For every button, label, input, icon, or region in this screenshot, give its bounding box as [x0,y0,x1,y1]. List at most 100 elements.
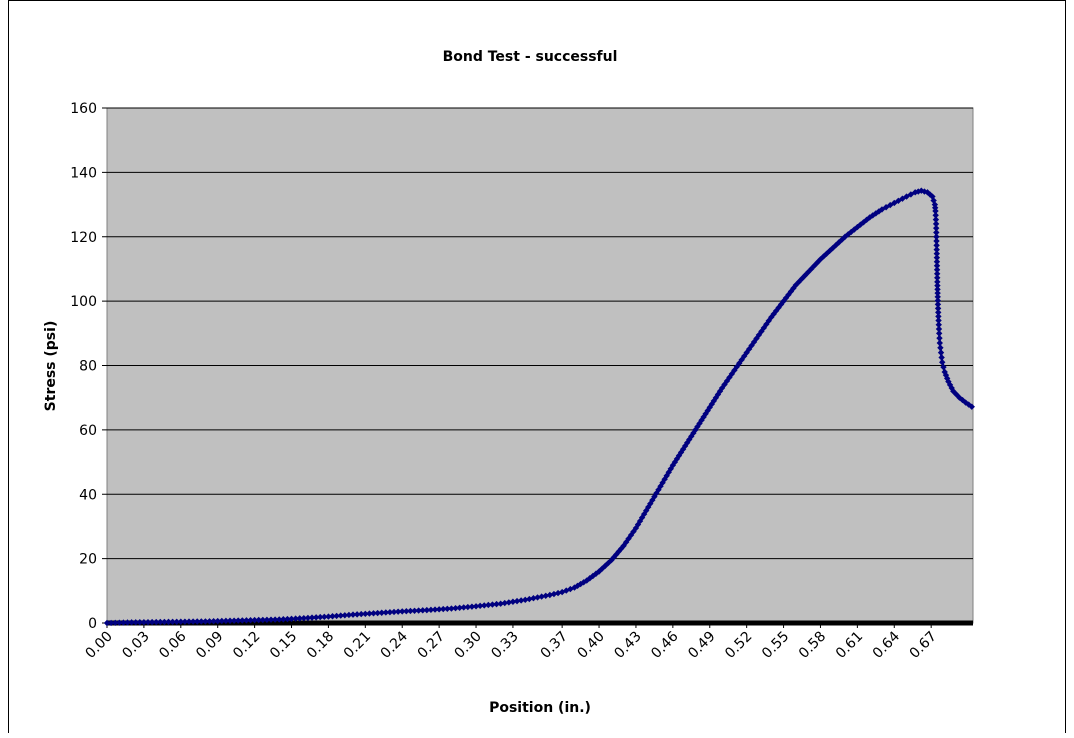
x-tick-label: 0.24 [378,628,411,661]
data-point [526,595,533,603]
data-point [513,597,521,605]
data-point [875,208,883,215]
x-tick-label: 0.03 [119,629,152,662]
data-point [259,616,267,624]
data-point [157,618,164,626]
data-point [586,575,594,582]
data-point [177,618,185,625]
data-point [341,612,349,619]
data-point [932,212,939,219]
data-point [263,616,271,623]
data-point [688,433,695,440]
data-point [583,577,590,584]
data-point [937,349,945,356]
data-point [427,606,435,614]
data-point [493,600,500,608]
data-point [932,216,940,223]
data-point [790,285,797,292]
y-tick-label: 120 [70,230,97,246]
data-point [932,207,939,215]
data-point [185,618,193,625]
data-point [651,493,658,500]
data-point [937,344,944,351]
data-point [558,588,566,596]
data-point [509,598,517,605]
data-point [243,617,250,624]
x-tick-label: 0.09 [193,629,226,662]
data-point [915,188,922,195]
data-point [851,226,858,233]
data-point [481,602,488,609]
data-point [317,613,324,621]
data-point [934,286,941,293]
data-point [934,289,941,297]
data-point [271,616,279,623]
x-tick-label: 0.15 [267,629,300,662]
data-point [640,510,648,518]
data-point [745,345,753,353]
data-point [938,354,945,361]
data-point [235,617,242,624]
data-point [267,616,275,623]
data-point [505,599,513,606]
data-point [948,384,955,392]
data-point [456,604,463,611]
data-point [748,342,755,349]
data-point [403,607,410,615]
data-point [721,381,728,388]
data-point [255,616,262,624]
data-point [489,601,496,608]
data-point [702,410,709,417]
data-point [304,614,312,622]
data-point [832,241,840,249]
data-point [936,334,943,342]
data-point [936,339,943,347]
data-point [136,619,144,626]
data-point [878,206,886,213]
data-point [210,617,217,625]
data-point [349,611,357,618]
data-point [933,237,940,245]
y-tick-label: 160 [70,101,97,117]
data-point [230,617,238,624]
data-point [755,331,763,339]
x-tick-label: 0.43 [611,629,644,662]
data-point [214,617,221,625]
data-point [107,619,115,627]
x-tick-label: 0.21 [341,629,374,662]
data-point [918,187,925,194]
data-point [731,367,738,374]
data-point [679,445,687,453]
data-point [935,309,942,316]
data-point [423,606,431,614]
x-tick-label: 0.55 [759,629,792,662]
data-point [959,396,966,404]
x-tick-label: 0.49 [685,629,718,662]
data-point [935,321,942,328]
data-point [206,618,213,625]
data-point [189,618,197,625]
data-point [610,554,618,561]
data-point [838,236,846,243]
data-point [325,613,332,620]
x-tick-label: 0.00 [82,629,115,662]
data-point [782,294,790,302]
data-point [718,384,726,392]
data-point [538,593,545,600]
data-point [692,426,699,434]
data-point [534,594,541,601]
data-point [931,204,939,211]
data-point [386,609,394,616]
data-point [399,608,406,615]
data-point [933,262,941,269]
data-point [444,605,451,612]
data-point [382,609,390,616]
data-point [284,615,291,623]
data-point [358,610,365,618]
data-point [247,617,254,624]
data-point [222,617,230,625]
data-point [932,224,940,232]
data-point [775,304,782,311]
data-point [181,618,189,625]
